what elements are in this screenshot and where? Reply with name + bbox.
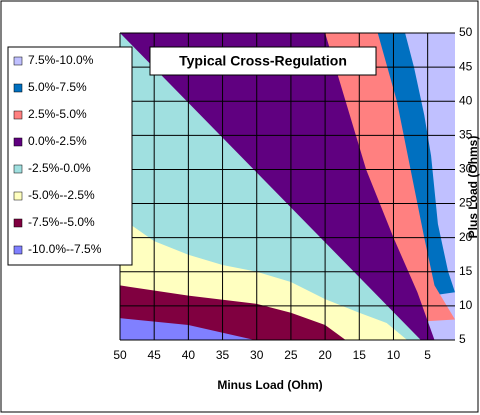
legend-swatch [13,110,23,120]
x-tick-label: 15 [353,348,367,362]
y-tick-label: 45 [459,59,473,73]
y-tick-label: 30 [459,162,473,176]
x-axis-title: Minus Load (Ohm) [217,378,322,392]
contour-band [120,318,255,340]
legend-label: 7.5%-10.0% [28,53,94,67]
y-tick-label: 10 [459,298,473,312]
x-tick-label: 35 [216,348,230,362]
y-tick-label: 40 [459,93,473,107]
y-tick-label: 20 [459,230,473,244]
legend-label: -5.0%--2.5% [28,188,95,202]
x-tick-label: 10 [387,348,401,362]
legend-label: 0.0%-2.5% [28,134,87,148]
legend-swatch [13,56,23,66]
legend-swatch [13,191,23,201]
x-tick-label: 30 [250,348,264,362]
y-tick-label: 50 [459,25,473,39]
legend-label: 2.5%-5.0% [28,107,87,121]
legend-swatch [13,218,23,228]
y-tick-label: 5 [459,332,466,346]
y-axis-title: Plus Load (Ohms) [466,136,480,239]
x-tick-label: 25 [284,348,298,362]
y-tick-label: 35 [459,128,473,142]
legend-swatch [13,164,23,174]
legend-label: 5.0%-7.5% [28,80,87,94]
legend: 7.5%-10.0% 5.0%-7.5% 2.5%-5.0% 0.0%-2.5% -2.… [7,46,133,266]
legend-swatch [13,245,23,255]
legend-label: -7.5%--5.0% [28,215,95,229]
y-tick-label: 15 [459,264,473,278]
grid [119,32,455,341]
chart-title: Typical Cross-Regulation [179,53,347,69]
legend-swatch [13,83,23,93]
title-box [149,46,377,76]
legend-label: -10.0%--7.5% [28,242,102,256]
x-tick-label: 50 [113,348,127,362]
x-tick-label: 45 [148,348,162,362]
legend-label: -2.5%-0.0% [28,161,91,175]
plot-area [120,33,455,340]
x-tick-label: 20 [318,348,332,362]
legend-swatch [13,137,23,147]
axis-labels: 50 45 40 35 30 25 20 15 10 5 5 10 15 20 25 30 35 40 45 50 [113,25,472,362]
legend-box [7,46,133,266]
y-tick-label: 25 [459,196,473,210]
x-tick-label: 40 [182,348,196,362]
x-tick-label: 5 [424,348,431,362]
